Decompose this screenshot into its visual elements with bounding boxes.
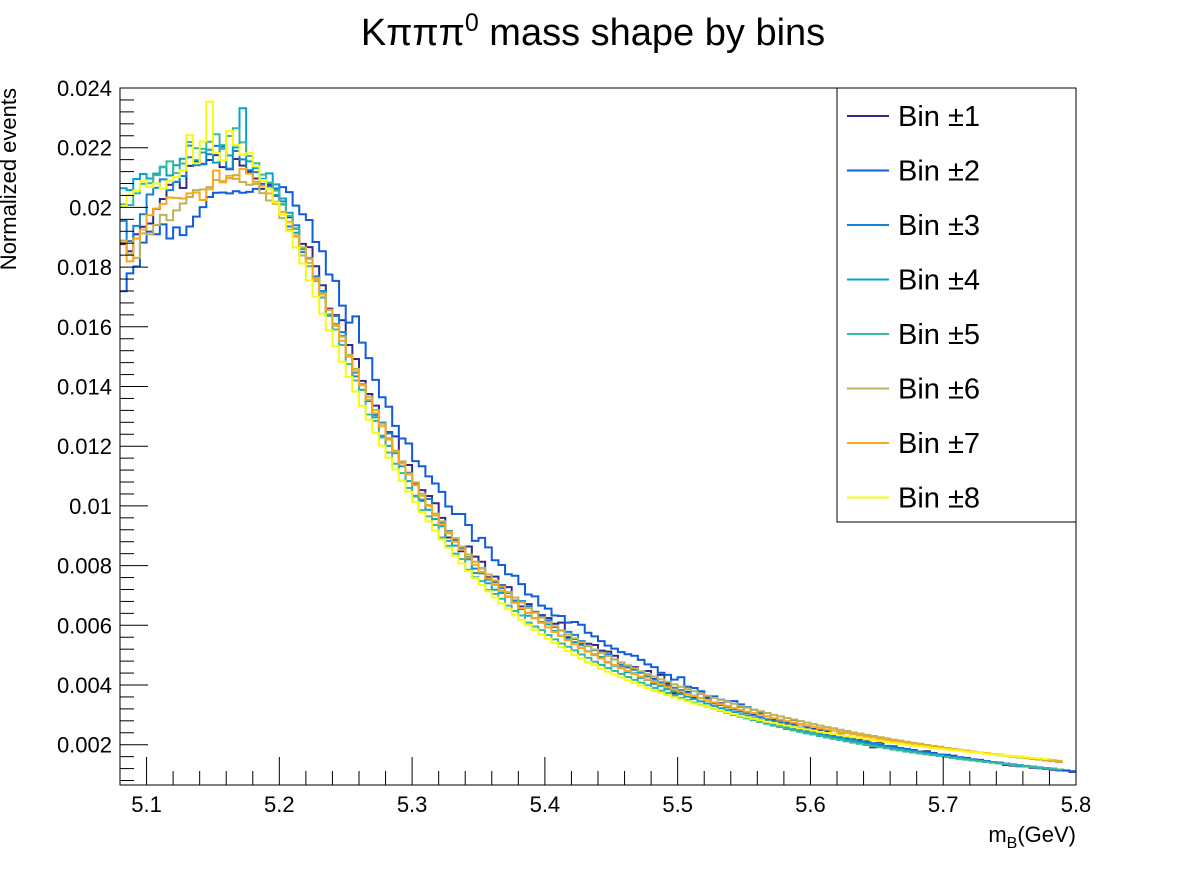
y-tick-label: 0.024 bbox=[57, 76, 112, 101]
x-tick-label: 5.4 bbox=[530, 792, 561, 817]
series-line-8 bbox=[120, 100, 1050, 761]
y-tick-label: 0.014 bbox=[57, 375, 112, 400]
x-tick-label: 5.7 bbox=[928, 792, 959, 817]
chart-title-superscript: 0 bbox=[465, 9, 479, 37]
x-tick-label: 5.1 bbox=[131, 792, 162, 817]
chart-title-text: Kπππ0 mass shape by bins bbox=[361, 9, 825, 54]
y-tick-label: 0.016 bbox=[57, 315, 112, 340]
series-line-5 bbox=[120, 127, 1063, 771]
y-tick-label: 0.006 bbox=[57, 613, 112, 638]
x-tick-label: 5.6 bbox=[795, 792, 826, 817]
y-tick-label: 0.012 bbox=[57, 434, 112, 459]
series-layer bbox=[120, 100, 1076, 773]
legend: Bin ±1 Bin ±2 Bin ±3 Bin ±4 Bin ±5 Bin ±6 Bin … bbox=[836, 87, 1077, 523]
y-tick-label: 0.01 bbox=[69, 494, 112, 519]
legend-label-5: Bin ±5 bbox=[898, 319, 980, 351]
chart-title: Kπππ0 mass shape by bins bbox=[361, 9, 825, 54]
legend-label-7: Bin ±7 bbox=[898, 428, 980, 460]
legend-box bbox=[836, 87, 1077, 523]
legend-label-3: Bin ±3 bbox=[898, 210, 980, 242]
x-tick-label: 5.5 bbox=[662, 792, 693, 817]
chart-title-main: Kπππ bbox=[361, 12, 465, 54]
legend-label-2: Bin ±2 bbox=[898, 156, 980, 188]
y-tick-label: 0.002 bbox=[57, 733, 112, 758]
chart-title-suffix: mass shape by bins bbox=[479, 12, 825, 54]
y-tick-label: 0.008 bbox=[57, 554, 112, 579]
y-tick-label: 0.018 bbox=[57, 255, 112, 280]
x-axis-title: mB(GeV) bbox=[988, 822, 1076, 852]
x-tick-label: 5.2 bbox=[264, 792, 295, 817]
legend-label-8: Bin ±8 bbox=[898, 483, 980, 515]
y-axis-title: Normalized events bbox=[0, 88, 21, 270]
legend-label-4: Bin ±4 bbox=[898, 265, 980, 297]
x-tick-label: 5.3 bbox=[397, 792, 428, 817]
x-tick-label: 5.8 bbox=[1061, 792, 1092, 817]
y-tick-label: 0.004 bbox=[57, 673, 112, 698]
legend-label-6: Bin ±6 bbox=[898, 374, 980, 406]
axis-layer: 5.1 5.2 5.3 5.4 5.5 5.6 5.7 5.8 0.002 0.004 0.006 0… bbox=[0, 76, 1091, 852]
legend-label-1: Bin ±1 bbox=[898, 101, 980, 133]
y-tick-label: 0.022 bbox=[57, 136, 112, 161]
y-tick-label: 0.02 bbox=[69, 195, 112, 220]
